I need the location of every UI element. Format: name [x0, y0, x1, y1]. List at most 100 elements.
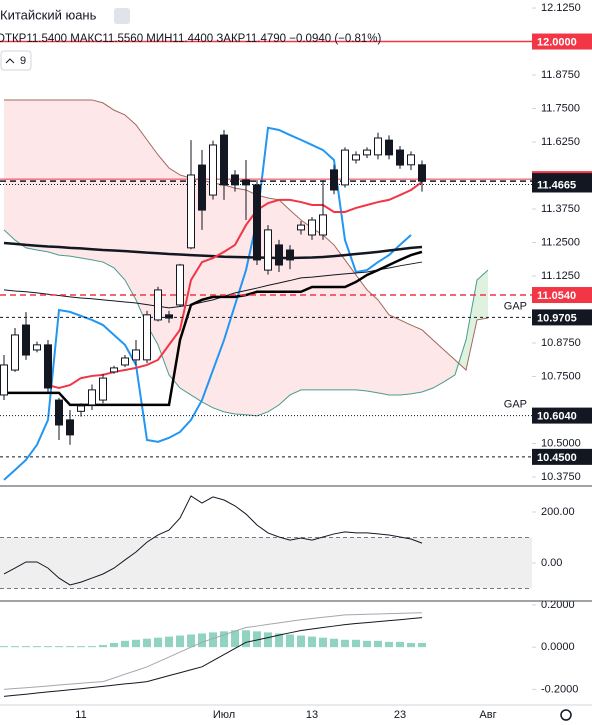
histogram-bar [33, 646, 41, 648]
cloud-fill [334, 244, 345, 390]
candle-body [77, 405, 85, 412]
indicator-line [4, 250, 423, 407]
x-tick-label: Июл [213, 709, 235, 721]
cloud-fill [389, 314, 400, 395]
cloud-fill [81, 99, 92, 260]
cloud-fill [411, 325, 422, 394]
price-badge [532, 407, 592, 424]
y-tick-label: 11.6250 [541, 136, 580, 148]
candle-body [231, 174, 239, 186]
cloud-fill [235, 188, 246, 415]
candle-body [187, 174, 195, 249]
histogram-bar [231, 630, 239, 648]
cloud-fill [48, 99, 59, 256]
candle-body [88, 389, 96, 406]
histogram-bar [176, 635, 184, 648]
cloud-fill [312, 228, 323, 390]
y-tick-label: 11.8750 [541, 69, 580, 81]
histogram-bar [110, 642, 118, 648]
eye-button[interactable] [114, 8, 130, 24]
y-tick-label: 200.00 [541, 506, 575, 518]
y-tick-label: 11.1250 [541, 270, 580, 282]
candle-body [396, 149, 404, 166]
cloud-fill [378, 299, 389, 395]
band-fill [0, 537, 532, 589]
cloud-fill [301, 219, 312, 390]
histogram-bar [165, 636, 173, 648]
cloud-fill [4, 99, 15, 241]
gap-note: GAP [504, 399, 527, 411]
histogram-bar [297, 635, 305, 648]
cloud-fill [15, 99, 26, 248]
x-tick-label: 11 [75, 709, 86, 721]
candle-body [242, 179, 250, 186]
candle-body [44, 344, 52, 389]
candle-body [33, 344, 41, 351]
settings-button[interactable] [560, 709, 572, 721]
candle-body [319, 214, 327, 236]
y-tick-label: 10.5000 [541, 437, 581, 449]
indicator-line [3, 261, 423, 309]
indicator-line [3, 126, 412, 481]
cloud-fill [26, 99, 37, 251]
histogram-bar [154, 637, 162, 648]
histogram-bar [407, 642, 415, 648]
candle-body [0, 364, 8, 396]
candle-body [110, 367, 118, 373]
candle-body [297, 224, 305, 231]
price-badge-label: 10.4500 [537, 452, 577, 464]
histogram-bar [374, 640, 382, 648]
cloud-fill [422, 329, 433, 393]
cloud-fill [466, 280, 477, 371]
histogram-bar [198, 633, 206, 648]
cloud-fill [345, 259, 356, 390]
histogram-bar [143, 638, 151, 648]
indicators-toggle[interactable] [0, 50, 32, 71]
x-tick-label: 23 [394, 709, 406, 721]
candle-body [99, 377, 107, 401]
indicator-line [3, 612, 423, 690]
histogram-bar [55, 646, 63, 648]
histogram-bar [11, 646, 19, 648]
cloud-fill [279, 199, 290, 405]
cloud-fill [356, 274, 367, 391]
indicator-line [3, 495, 423, 586]
cloud-fill [367, 289, 378, 393]
candle-body [253, 184, 261, 261]
candle-body [220, 134, 228, 186]
x-tick-label: 13 [306, 709, 318, 721]
cloud-fill [114, 110, 125, 281]
chevron-icon [5, 58, 15, 64]
histogram-bar [418, 642, 426, 648]
histogram-bar [44, 646, 52, 648]
cloud-fill [433, 340, 444, 388]
histogram-bar [88, 646, 96, 648]
price-badge [532, 287, 592, 304]
histogram-bar [286, 634, 294, 648]
histogram-bar [253, 631, 261, 648]
y-tick-label: 11.3750 [541, 203, 580, 215]
cloud-fill [290, 210, 301, 395]
candle-body [330, 169, 338, 191]
candle-body [374, 137, 382, 156]
cloud-fill [224, 184, 235, 414]
y-tick-label: 11.7500 [541, 102, 580, 114]
histogram-bar [77, 646, 85, 648]
histogram-bar [319, 637, 327, 648]
cloud-fill [323, 234, 334, 390]
x-tick-label: Авг [479, 709, 496, 721]
candle-body [341, 149, 349, 186]
histogram-bar [330, 638, 338, 648]
price-badge-label: 10.9705 [537, 312, 577, 324]
y-tick-label: 0.00 [541, 557, 562, 569]
price-badge [532, 176, 592, 193]
y-tick-label: 12.1250 [541, 2, 581, 14]
candle-body [198, 164, 206, 211]
y-tick-label: 10.8750 [541, 337, 581, 349]
cloud-fill [37, 99, 48, 252]
candle-body [275, 244, 283, 266]
candle-body [11, 334, 19, 371]
histogram-bar [187, 634, 195, 648]
cloud-fill [92, 99, 103, 263]
